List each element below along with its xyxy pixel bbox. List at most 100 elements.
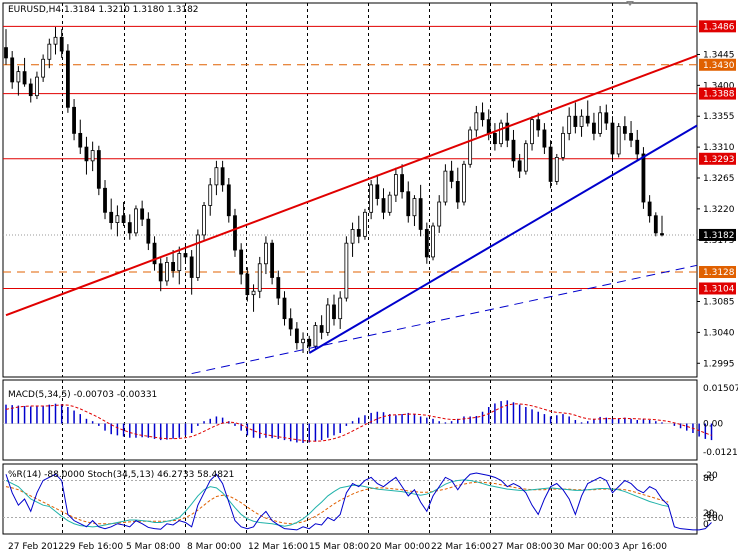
candle-body <box>226 184 231 217</box>
candle-body <box>653 215 658 234</box>
time-label: 30 Mar 00:00 <box>553 542 613 552</box>
candle-body <box>548 146 553 182</box>
trend-line <box>191 264 698 375</box>
time-label: 8 Mar 00:00 <box>187 542 242 552</box>
candle-body <box>554 157 559 182</box>
horizontal-levels: 1.3486 1.3430 1.3388 1.3293 1.3128 1.3104 1.31… <box>3 20 736 295</box>
candle-body <box>16 71 21 83</box>
candle-body <box>146 218 151 244</box>
candle-body <box>579 115 584 127</box>
candle-body <box>4 47 8 59</box>
candle-body <box>10 57 15 83</box>
candle-body <box>641 153 646 203</box>
candle-body <box>418 198 423 230</box>
candle-body <box>616 126 621 155</box>
candle-body <box>344 242 349 299</box>
level-tag <box>699 152 736 165</box>
time-label: 27 Feb 2012 <box>8 542 64 552</box>
level-tag <box>699 282 736 295</box>
candle-body <box>424 229 429 258</box>
candle-body <box>103 187 107 213</box>
macd-tick-label: -0.01214 <box>703 448 738 458</box>
candle-body <box>505 122 510 141</box>
candle-body <box>65 50 70 108</box>
candle-body <box>189 256 194 278</box>
time-label: 20 Mar 00:00 <box>370 542 430 552</box>
candle-body <box>530 119 534 145</box>
chart-shift-icon[interactable] <box>626 1 634 6</box>
candle-body <box>573 115 578 127</box>
candle-body <box>480 112 485 121</box>
candle-body <box>96 150 101 189</box>
time-label: 29 Feb 16:00 <box>64 542 123 552</box>
candle-body <box>523 143 528 172</box>
candle-body <box>604 112 609 124</box>
candle-body <box>214 167 219 186</box>
candle-body <box>301 338 305 344</box>
candle-body <box>202 205 206 236</box>
candle-body <box>406 191 411 217</box>
level-tag-label: 1.3293 <box>703 155 735 165</box>
candle-body <box>239 249 244 275</box>
candle-body <box>121 215 126 223</box>
candlesticks <box>4 27 664 353</box>
macd-tick-label: 0.01507 <box>703 384 738 394</box>
candle-body <box>325 304 330 333</box>
level-tag <box>699 58 736 71</box>
candle-body <box>431 225 435 258</box>
price-tick-label: 1.3265 <box>703 174 735 184</box>
candle-body <box>567 115 572 134</box>
candle-body <box>313 325 318 347</box>
osc-tick-label: -100 <box>703 514 724 524</box>
candle-body <box>90 150 95 162</box>
last-price-label: 1.3182 <box>703 231 735 241</box>
candle-body <box>610 122 615 155</box>
candle-body <box>511 139 516 162</box>
osc-tick-label: -80 <box>703 511 718 521</box>
candle-body <box>171 261 175 272</box>
trend-line <box>5 54 698 317</box>
candle-body <box>381 198 386 213</box>
vertical-grid <box>62 3 613 534</box>
macd-signal-line <box>5 403 712 442</box>
candle-body <box>449 170 454 182</box>
candle-body <box>276 277 281 299</box>
candle-body <box>115 215 120 223</box>
candle-body <box>257 263 262 292</box>
time-label: 3 Apr 16:00 <box>614 542 667 552</box>
level-tag-label: 1.3486 <box>703 22 735 32</box>
candle-body <box>517 160 522 172</box>
candle-body <box>140 208 145 220</box>
candle-body <box>183 253 188 258</box>
candle-body <box>177 253 182 272</box>
candle-body <box>443 170 448 203</box>
candle-body <box>319 325 324 333</box>
candle-body <box>47 43 52 60</box>
time-label: 22 Mar 16:00 <box>431 542 491 552</box>
candle-body <box>629 132 633 141</box>
candle-body <box>412 198 417 217</box>
level-tag <box>699 87 736 100</box>
last-price-tag <box>699 228 736 241</box>
candle-body <box>134 208 138 234</box>
candle-body <box>585 115 590 124</box>
candle-body <box>375 184 380 199</box>
candle-body <box>338 297 343 320</box>
osc-panel-frame <box>2 463 698 535</box>
candle-body <box>598 112 603 134</box>
candle-body <box>28 83 33 97</box>
candle-body <box>400 174 404 193</box>
macd-tick-label: 0.00 <box>703 420 723 430</box>
candle-body <box>72 106 76 134</box>
candle-body <box>195 234 200 278</box>
macd-label: MACD(5,34,5) -0.00703 -0.00331 <box>8 390 157 400</box>
stoch-main-line <box>5 479 669 528</box>
price-tick-label: 1.2995 <box>703 359 735 369</box>
candle-body <box>622 126 627 134</box>
candle-body <box>468 129 473 165</box>
level-tag-label: 1.3388 <box>703 90 735 100</box>
candle-body <box>109 211 114 223</box>
candle-body <box>486 119 491 134</box>
